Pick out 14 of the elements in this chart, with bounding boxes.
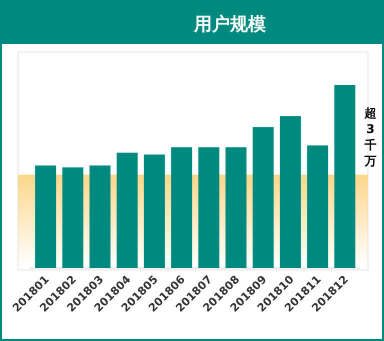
chart-title: 用户规模 — [193, 14, 266, 35]
bar — [252, 127, 274, 268]
bar — [116, 152, 138, 268]
bar — [226, 147, 246, 268]
bar — [171, 147, 192, 268]
bar — [62, 167, 84, 268]
bar — [90, 166, 110, 268]
bar — [334, 85, 356, 268]
bar — [307, 145, 328, 268]
bar — [35, 166, 56, 268]
bar — [198, 147, 220, 268]
bar — [280, 116, 301, 268]
bar — [144, 154, 165, 268]
annotation: 超3千万 — [363, 106, 376, 168]
